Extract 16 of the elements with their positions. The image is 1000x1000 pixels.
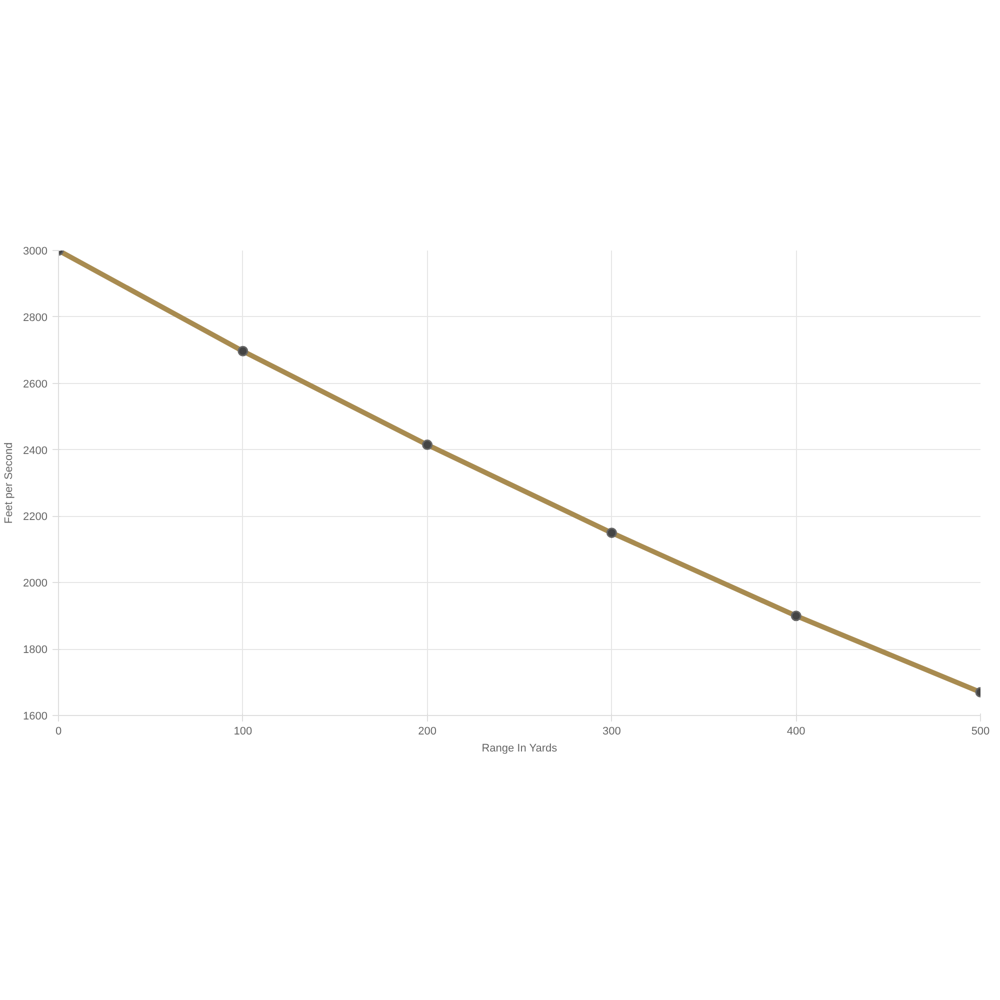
x-tick-label: 0 (55, 726, 62, 738)
y-axis-title: Feet per Second (3, 442, 16, 524)
y-tick-label: 2000 (23, 578, 48, 590)
y-tick-label: 2400 (23, 444, 48, 457)
x-axis-title: Range In Yards (482, 742, 558, 754)
x-tick-label: 100 (234, 726, 252, 738)
x-tick-label: 500 (971, 726, 990, 738)
x-tick-label: 200 (418, 726, 436, 738)
y-tick-label: 1600 (23, 710, 48, 722)
y-tick-label: 3000 (23, 246, 48, 258)
y-tick-label: 2200 (23, 511, 48, 524)
x-tick-label: 400 (786, 726, 806, 738)
y-tick-label: 2800 (23, 312, 48, 324)
y-tick-label: 1800 (23, 644, 48, 656)
y-tick-label: 2600 (23, 378, 48, 390)
x-tick-label: 300 (602, 726, 621, 738)
